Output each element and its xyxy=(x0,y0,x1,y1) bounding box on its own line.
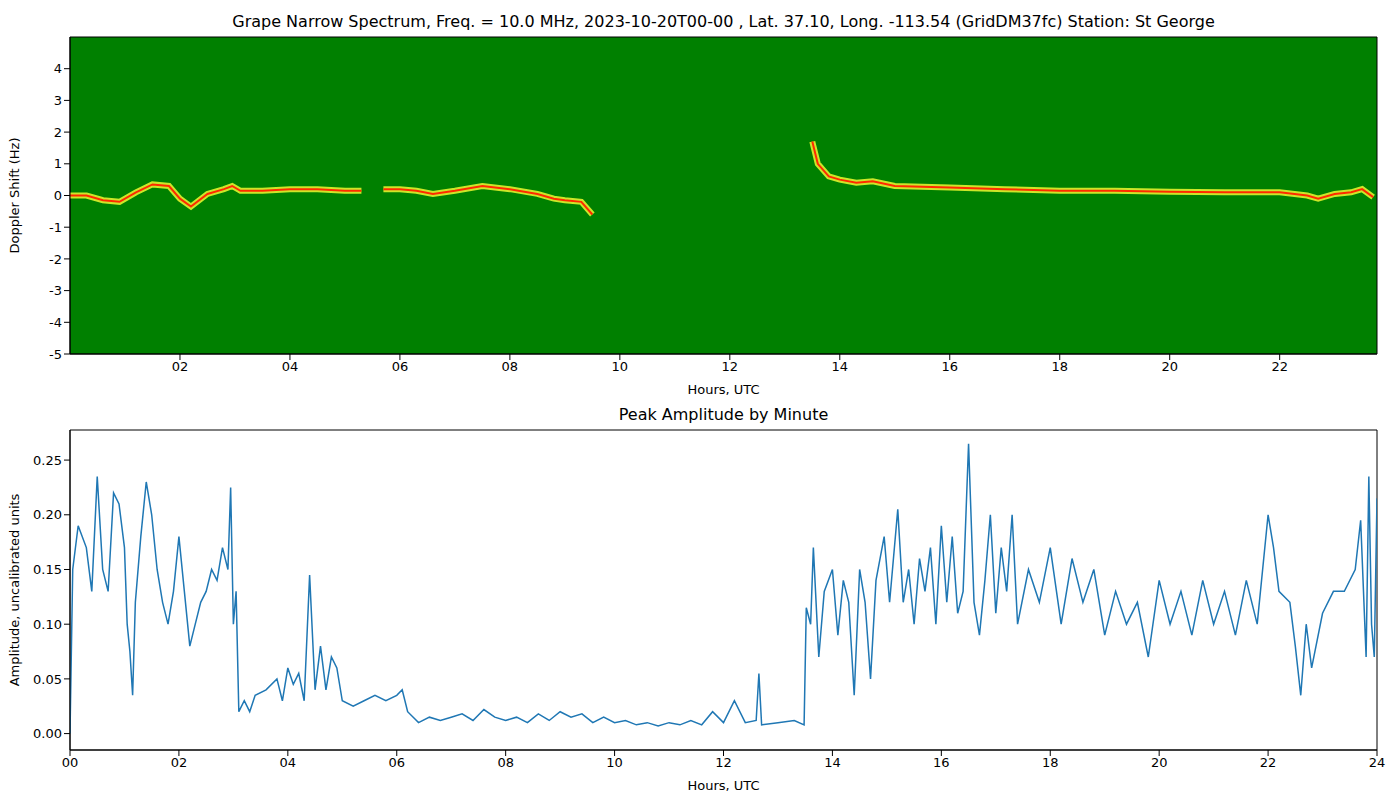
svg-text:04: 04 xyxy=(282,359,299,374)
svg-text:04: 04 xyxy=(280,755,297,770)
svg-text:Amplitude, uncalibrated units: Amplitude, uncalibrated units xyxy=(7,493,22,686)
svg-text:22: 22 xyxy=(1260,755,1277,770)
svg-text:-3: -3 xyxy=(49,283,62,298)
svg-text:12: 12 xyxy=(722,359,739,374)
svg-text:08: 08 xyxy=(502,359,519,374)
svg-text:02: 02 xyxy=(171,755,188,770)
svg-text:Hours, UTC: Hours, UTC xyxy=(687,382,759,397)
svg-text:18: 18 xyxy=(1042,755,1059,770)
svg-text:16: 16 xyxy=(933,755,950,770)
svg-text:06: 06 xyxy=(392,359,409,374)
svg-text:Doppler Shift (Hz): Doppler Shift (Hz) xyxy=(7,138,22,254)
svg-text:2: 2 xyxy=(54,125,62,140)
html-text:Peak Amplitude by Minute: Peak Amplitude by Minute xyxy=(618,405,829,424)
svg-text:20: 20 xyxy=(1151,755,1168,770)
svg-text:0.10: 0.10 xyxy=(33,617,62,632)
svg-text:0.05: 0.05 xyxy=(33,672,62,687)
svg-text:12: 12 xyxy=(715,755,732,770)
html-text:Grape Narrow Spectrum, Freq. =: Grape Narrow Spectrum, Freq. = 10.0 MHz,… xyxy=(232,12,1215,31)
svg-text:18: 18 xyxy=(1051,359,1068,374)
svg-text:-5: -5 xyxy=(49,347,62,362)
svg-text:0.15: 0.15 xyxy=(33,562,62,577)
svg-text:Hours, UTC: Hours, UTC xyxy=(687,778,759,793)
svg-text:14: 14 xyxy=(832,359,849,374)
svg-text:0.00: 0.00 xyxy=(33,726,62,741)
svg-text:08: 08 xyxy=(497,755,514,770)
svg-text:06: 06 xyxy=(388,755,405,770)
svg-text:0.20: 0.20 xyxy=(33,507,62,522)
svg-text:0.25: 0.25 xyxy=(33,453,62,468)
svg-text:0: 0 xyxy=(54,188,62,203)
svg-text:16: 16 xyxy=(941,359,958,374)
svg-text:1: 1 xyxy=(54,156,62,171)
svg-text:00: 00 xyxy=(62,755,79,770)
svg-text:10: 10 xyxy=(612,359,629,374)
svg-text:-4: -4 xyxy=(49,315,62,330)
svg-text:22: 22 xyxy=(1271,359,1288,374)
svg-text:4: 4 xyxy=(54,61,62,76)
svg-text:-2: -2 xyxy=(49,252,62,267)
svg-text:20: 20 xyxy=(1161,359,1178,374)
svg-text:24: 24 xyxy=(1369,755,1386,770)
svg-text:10: 10 xyxy=(606,755,623,770)
svg-text:3: 3 xyxy=(54,93,62,108)
svg-text:14: 14 xyxy=(824,755,841,770)
svg-text:02: 02 xyxy=(172,359,189,374)
svg-text:-1: -1 xyxy=(49,220,62,235)
